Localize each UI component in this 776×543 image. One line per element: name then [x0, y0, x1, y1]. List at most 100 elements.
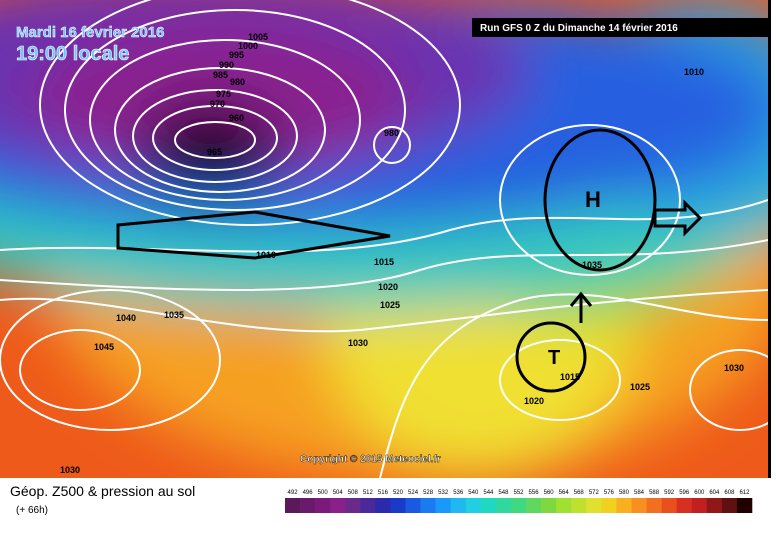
isobar-label: 990 [219, 60, 234, 70]
scale-label: 512 [363, 490, 374, 496]
color-swatch [435, 498, 452, 513]
scale-label: 524 [408, 490, 419, 496]
scale-label: 604 [709, 490, 720, 496]
scale-label: 532 [438, 490, 449, 496]
color-swatch [405, 498, 421, 513]
isobar-label: 1020 [378, 282, 398, 292]
color-swatch [465, 498, 482, 513]
isobar-label: 1030 [60, 465, 80, 475]
isobar-label: 1025 [630, 382, 650, 392]
color-swatch [541, 498, 557, 513]
isobar-label: 975 [216, 89, 231, 99]
isobar-label: 1025 [380, 300, 400, 310]
copyright: Copyright © 2015 Meteociel.fr [300, 454, 441, 465]
scale-label: 516 [378, 490, 389, 496]
isobar-label: 1015 [560, 372, 580, 382]
isobar-label: 965 [207, 147, 222, 157]
lead-time: (+ 66h) [16, 505, 48, 516]
map: 1005 1000 995 990 985 980 975 970 960 96… [0, 0, 768, 478]
scale-label: 592 [664, 490, 675, 496]
run-info: Run GFS 0 Z du Dimanche 14 février 2016 [480, 23, 678, 34]
high-center: H [585, 187, 601, 212]
scale-label: 560 [544, 490, 555, 496]
isobar-label: 1005 [248, 32, 268, 42]
isobar-label: 985 [213, 70, 228, 80]
color-swatch [721, 498, 738, 513]
scale-label: 504 [333, 490, 344, 496]
local-time: 19:00 locale [16, 43, 129, 65]
color-swatch [315, 498, 331, 513]
scale-label: 556 [529, 490, 540, 496]
isobar-label: 1010 [684, 67, 704, 77]
color-swatch [526, 498, 542, 513]
scale-label: 548 [498, 490, 509, 496]
color-swatch [480, 498, 497, 513]
scale-label: 508 [348, 490, 359, 496]
scale-label: 596 [679, 490, 690, 496]
color-swatch [330, 498, 346, 513]
isobar-label: 995 [229, 50, 244, 60]
isobar-label: 1030 [724, 363, 744, 373]
color-swatch [736, 498, 753, 513]
color-swatch [495, 498, 512, 513]
isobar-label: 980 [230, 77, 245, 87]
isobar-label: 1040 [116, 313, 136, 323]
scale-label: 492 [288, 490, 299, 496]
color-swatch [661, 498, 677, 513]
color-swatch [420, 498, 436, 513]
color-swatch [571, 498, 587, 513]
color-swatch [300, 498, 316, 513]
scale-label: 580 [619, 490, 630, 496]
scale-label: 600 [694, 490, 705, 496]
color-swatch [345, 498, 361, 513]
color-swatch [450, 498, 467, 513]
low-center: T [548, 347, 560, 369]
color-swatch [285, 498, 301, 513]
date: Mardi 16 février 2016 [16, 24, 164, 41]
legend-title: Géop. Z500 & pression au sol [10, 483, 195, 499]
color-swatch [375, 498, 391, 513]
color-swatch [601, 498, 617, 513]
isobar-labels: 1005 1000 995 990 985 980 975 970 960 96… [60, 32, 744, 475]
color-swatch [676, 498, 693, 513]
color-swatch [691, 498, 708, 513]
scale-label: 612 [739, 490, 750, 496]
isobar-label: 1015 [374, 257, 394, 267]
isobar-label: 970 [210, 99, 225, 109]
isobar-label: 1030 [348, 338, 368, 348]
scale-label: 544 [483, 490, 494, 496]
isobar-label: 960 [229, 113, 244, 123]
scale-label: 536 [453, 490, 464, 496]
color-swatch [556, 498, 572, 513]
color-swatch [616, 498, 632, 513]
isobar-label: 1035 [582, 260, 602, 270]
isobar-label: 980 [384, 128, 399, 138]
scale-label: 572 [589, 490, 600, 496]
color-swatch [360, 498, 376, 513]
scale-label: 588 [649, 490, 660, 496]
isobar-label: 1020 [524, 396, 544, 406]
isobar-label: 1045 [94, 342, 114, 352]
annotations [116, 128, 703, 393]
color-swatch [706, 498, 723, 513]
color-swatch [646, 498, 662, 513]
scale-label: 608 [724, 490, 735, 496]
scale-label: 584 [634, 490, 645, 496]
scale-label: 528 [423, 490, 434, 496]
isobar-label: 1035 [164, 310, 184, 320]
scale-label: 552 [513, 490, 524, 496]
scale-label: 496 [303, 490, 314, 496]
scale-label: 540 [468, 490, 479, 496]
run-box [472, 18, 768, 37]
scale-label: 568 [574, 490, 585, 496]
isobar-label: 1010 [256, 250, 276, 260]
colorbar: 492 496 500 504 508 512 516 520 524 528 532 536 540 5… [285, 490, 753, 513]
color-swatch [510, 498, 527, 513]
scale-label: 500 [318, 490, 329, 496]
color-swatch [390, 498, 406, 513]
right-border [768, 0, 771, 478]
scale-label: 564 [559, 490, 570, 496]
scale-label: 520 [393, 490, 404, 496]
color-swatch [586, 498, 602, 513]
